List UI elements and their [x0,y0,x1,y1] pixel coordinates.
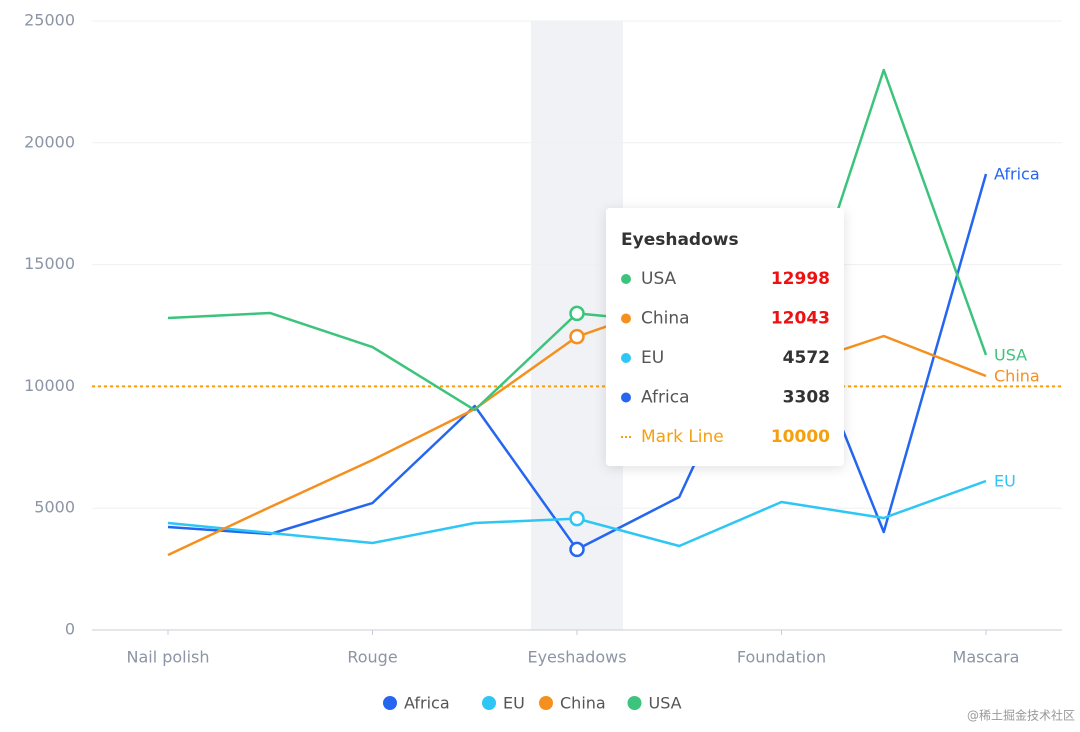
legend-marker[interactable] [539,696,553,710]
tooltip-dot [621,353,631,363]
tooltip-value: 12043 [771,309,830,329]
y-tick-label: 0 [65,620,75,639]
legend-label[interactable]: China [560,694,606,713]
tooltip-dot [621,274,631,284]
end-label: EU [994,471,1016,490]
y-tick-label: 20000 [24,132,75,151]
watermark: @稀土掘金技术社区 [967,708,1075,723]
tooltip-name: China [641,309,690,329]
y-tick-label: 15000 [24,254,75,273]
tooltip-value: 12998 [771,269,830,289]
tooltip-dot [621,313,631,324]
legend-label[interactable]: EU [503,694,525,713]
tooltip-box [606,208,844,466]
hover-point [569,510,585,527]
hover-point [569,328,585,345]
x-tick-label: Eyeshadows [527,648,626,667]
end-label: China [994,366,1040,385]
tooltip-name: Mark Line [641,427,724,447]
tooltip-dot [621,392,631,403]
tooltip-name: EU [641,348,664,368]
legend-label[interactable]: USA [649,694,682,713]
y-tick-label: 25000 [24,11,75,30]
y-tick-label: 5000 [34,498,75,517]
tooltip-value: 3308 [783,388,830,408]
x-tick-label: Rouge [347,648,397,667]
tooltip-title: Eyeshadows [621,230,739,250]
legend-marker[interactable] [383,696,397,710]
hover-point [569,305,585,322]
tooltip-name: Africa [641,388,690,408]
tooltip-value: 4572 [783,348,830,368]
legend-marker[interactable] [627,696,642,710]
hover-point [569,541,585,558]
y-tick-label: 10000 [24,376,75,395]
x-tick-label: Foundation [737,648,826,667]
end-label: Africa [994,165,1040,184]
end-label: USA [994,345,1027,364]
tooltip: Eyeshadows USA 12998 China 12043 EU 4572 Africa… [606,208,844,466]
legend-marker[interactable] [482,696,496,710]
legend-label[interactable]: Africa [404,694,450,713]
x-tick-label: Nail polish [126,648,209,667]
tooltip-name: USA [641,269,677,289]
x-tick-label: Mascara [953,648,1020,667]
tooltip-value: 10000 [771,427,830,447]
